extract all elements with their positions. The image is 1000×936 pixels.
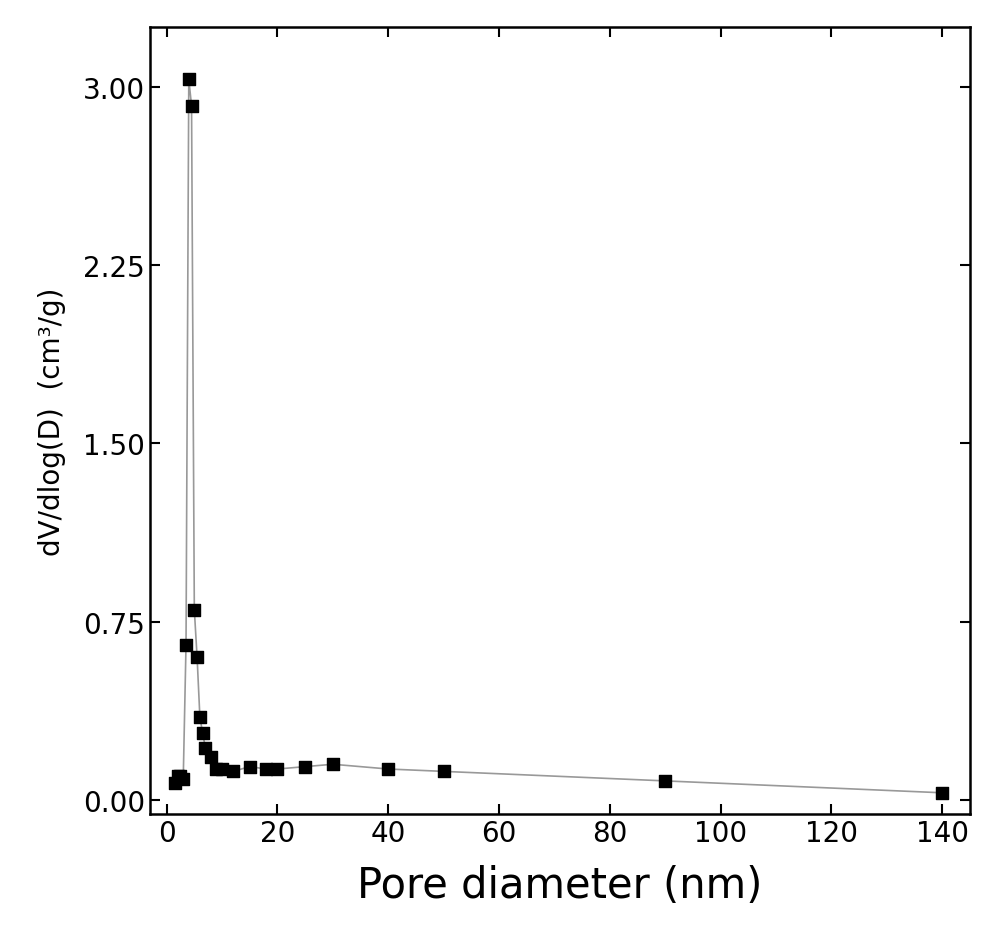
Point	[189, 651, 205, 665]
Point	[197, 740, 213, 755]
Point	[192, 709, 208, 724]
Point	[258, 762, 274, 777]
Point	[297, 759, 313, 774]
Point	[436, 764, 452, 779]
X-axis label: Pore diameter (nm): Pore diameter (nm)	[357, 864, 763, 906]
Point	[186, 603, 202, 618]
Point	[203, 750, 219, 765]
Point	[167, 776, 183, 791]
Point	[178, 638, 194, 653]
Y-axis label: dV/dlog(D)  (cm³/g): dV/dlog(D) (cm³/g)	[38, 287, 66, 555]
Point	[181, 73, 197, 88]
Point	[184, 99, 200, 114]
Point	[214, 762, 230, 777]
Point	[242, 759, 258, 774]
Point	[172, 768, 188, 783]
Point	[269, 762, 285, 777]
Point	[657, 773, 673, 788]
Point	[225, 764, 241, 779]
Point	[934, 785, 950, 800]
Point	[380, 762, 396, 777]
Point	[170, 768, 186, 783]
Point	[195, 726, 211, 741]
Point	[175, 771, 191, 786]
Point	[325, 757, 341, 772]
Point	[208, 762, 224, 777]
